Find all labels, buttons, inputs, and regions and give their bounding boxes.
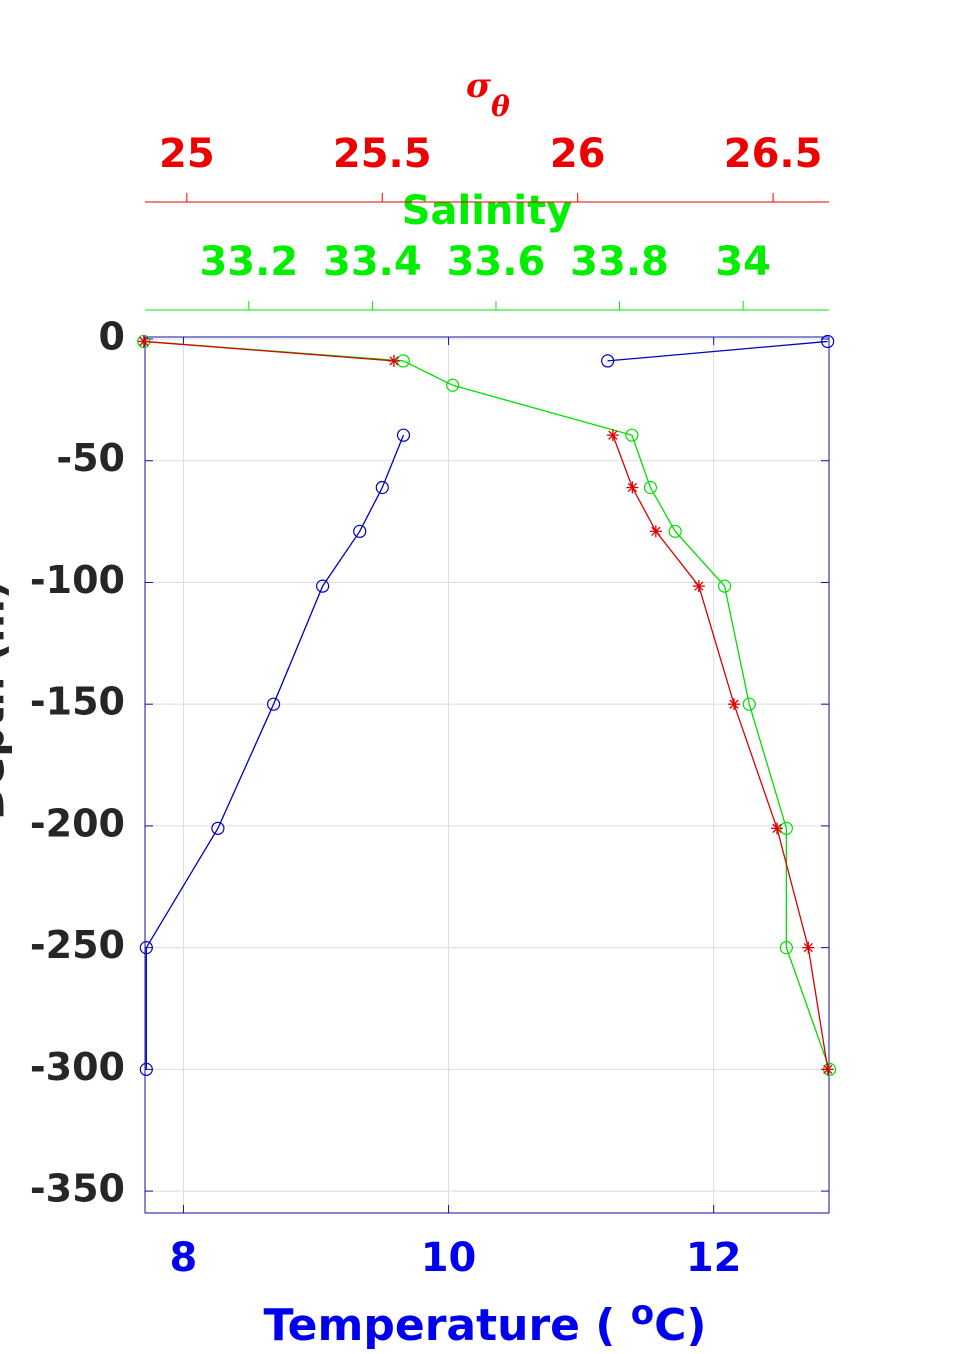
x-tick-label: 33.4 bbox=[323, 239, 422, 285]
marker bbox=[353, 524, 367, 538]
y-tick-label: -150 bbox=[30, 680, 125, 724]
marker bbox=[375, 480, 389, 495]
x-tick-label: 34 bbox=[715, 239, 771, 285]
marker-stroke bbox=[772, 823, 782, 834]
label-part: σ bbox=[466, 66, 492, 106]
x-tick-label: 33.6 bbox=[447, 239, 546, 285]
x-axis-label: Salinity bbox=[402, 188, 573, 234]
marker bbox=[668, 524, 682, 538]
marker bbox=[387, 354, 400, 367]
marker bbox=[137, 335, 150, 348]
x-tick-label: 26.5 bbox=[724, 131, 823, 177]
marker bbox=[139, 1062, 153, 1076]
marker bbox=[601, 354, 615, 368]
series-line bbox=[143, 340, 831, 1070]
y-tick-label: -50 bbox=[56, 436, 125, 480]
series-line bbox=[143, 340, 829, 1070]
x-tick-label: 33.8 bbox=[570, 239, 669, 285]
y-tick-label: -350 bbox=[30, 1167, 125, 1211]
y-tick-label: -100 bbox=[30, 558, 125, 602]
marker bbox=[626, 481, 639, 494]
marker bbox=[802, 941, 815, 954]
x-tick-label: 10 bbox=[421, 1235, 477, 1281]
marker bbox=[606, 429, 619, 442]
label-sub: θ bbox=[491, 90, 510, 123]
x-axis-label: σθ bbox=[466, 66, 510, 123]
marker bbox=[266, 697, 281, 711]
marker-stroke bbox=[139, 336, 149, 347]
marker bbox=[649, 525, 662, 538]
marker bbox=[211, 821, 225, 835]
marker-stroke bbox=[627, 482, 638, 493]
marker bbox=[316, 579, 330, 593]
y-tick-label: -300 bbox=[30, 1045, 125, 1089]
x-tick-label: 12 bbox=[686, 1235, 742, 1281]
label-part: C) bbox=[654, 1300, 706, 1350]
marker-stroke bbox=[389, 356, 399, 366]
marker bbox=[779, 941, 793, 955]
marker-stroke bbox=[694, 581, 704, 591]
marker bbox=[396, 428, 411, 442]
y-tick-label: -250 bbox=[30, 923, 125, 967]
y-tick-label: -200 bbox=[30, 801, 125, 845]
marker bbox=[742, 697, 756, 711]
x-tick-label: 33.2 bbox=[199, 239, 298, 285]
marker bbox=[821, 334, 835, 349]
marker-stroke bbox=[729, 699, 739, 709]
y-tick-label: 0 bbox=[99, 315, 125, 359]
marker bbox=[821, 1063, 834, 1076]
marker-stroke bbox=[803, 942, 813, 953]
marker-stroke bbox=[608, 430, 618, 440]
marker bbox=[643, 480, 658, 495]
plot-frame bbox=[144, 336, 830, 1214]
series-line bbox=[145, 340, 828, 1070]
x-tick-label: 8 bbox=[170, 1235, 198, 1281]
y-axis-label: Depth (m) bbox=[0, 580, 14, 820]
x-tick-label: 26 bbox=[550, 131, 606, 177]
marker bbox=[717, 579, 732, 593]
label-sup: o bbox=[631, 1293, 654, 1333]
marker-stroke bbox=[823, 1064, 833, 1075]
marker bbox=[771, 822, 784, 835]
x-axis-label: Temperature ( oC) bbox=[264, 1293, 707, 1351]
marker bbox=[692, 580, 705, 593]
x-tick-label: 25 bbox=[159, 131, 215, 177]
marker bbox=[728, 698, 741, 711]
marker bbox=[446, 378, 460, 392]
label-part: Temperature ( bbox=[264, 1300, 631, 1350]
marker bbox=[625, 428, 639, 442]
marker bbox=[139, 941, 153, 955]
marker-stroke bbox=[651, 526, 661, 536]
x-tick-label: 25.5 bbox=[333, 131, 432, 177]
